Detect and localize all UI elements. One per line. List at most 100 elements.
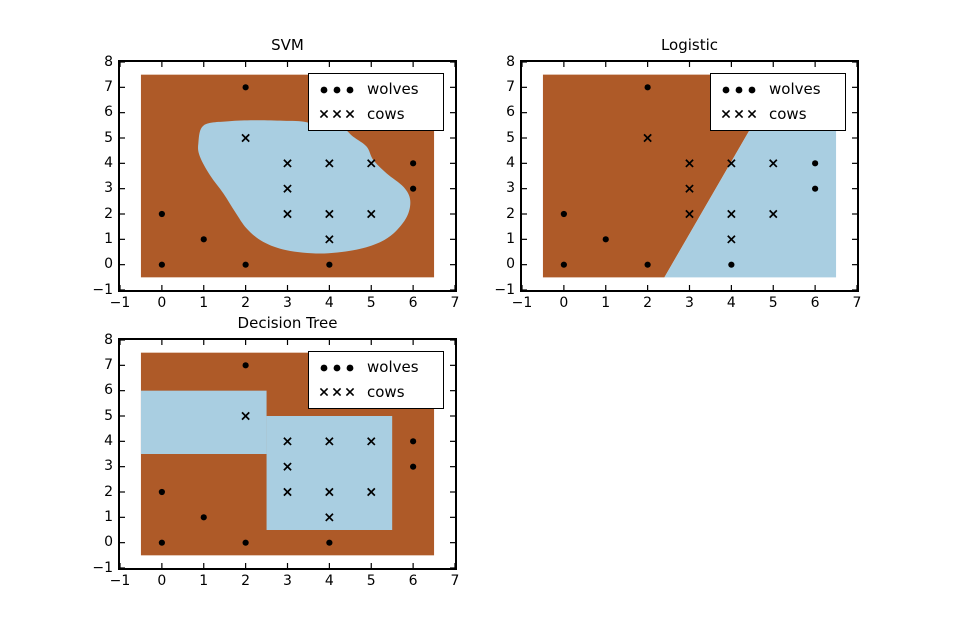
x-tick-label: 3 xyxy=(283,295,292,311)
subplot-logistic: Logistic wolves cows −1 0 1 2 3 4 5 6 7 −1 0 1 2 3 4 5 6 7… xyxy=(494,36,861,311)
cow-point xyxy=(367,437,376,446)
cow-point xyxy=(241,411,250,421)
subplot-decision-tree: Decision Tree wolves cows −1 0 1 2 3 4 5 6 7 −1 0 1 2… xyxy=(92,314,459,589)
y-tick-label: 6 xyxy=(506,104,515,121)
wolf-point xyxy=(644,261,651,268)
x-tick-label: 5 xyxy=(366,573,376,589)
x-tick-label: −1 xyxy=(511,295,533,311)
y-tick-label: 6 xyxy=(104,104,113,121)
cows-marker-icon xyxy=(319,388,355,397)
x-tick-label: 0 xyxy=(559,295,569,311)
cow-point xyxy=(727,159,736,168)
x-tick-label: 3 xyxy=(283,573,292,589)
cows-marker-icon xyxy=(319,110,355,119)
y-tick-label: −1 xyxy=(494,281,515,298)
x-tick-label: 7 xyxy=(852,295,862,311)
x-tick-label: 1 xyxy=(199,295,209,311)
wolf-point xyxy=(410,463,417,470)
y-tick-label: 3 xyxy=(506,180,515,197)
cow-point xyxy=(367,159,376,168)
legend-entry-wolves: wolves xyxy=(317,357,443,379)
cow-point xyxy=(643,133,652,143)
y-tick-label: 8 xyxy=(506,53,515,70)
cow-point xyxy=(325,209,334,219)
legend-box: wolves cows xyxy=(710,73,846,131)
legend-entry-wolves: wolves xyxy=(719,79,845,101)
x-tick-label: 5 xyxy=(366,295,376,311)
wolf-point xyxy=(728,261,735,268)
x-tick-label: −1 xyxy=(109,573,131,589)
y-tick-label: 0 xyxy=(506,256,515,273)
legend-box: wolves cows xyxy=(308,73,444,131)
wolf-point xyxy=(644,84,651,91)
y-tick-label: 5 xyxy=(506,129,515,146)
subplot-svm: SVM wolves cows −1 0 1 2 3 4 5 6 7 −1 0 1 2 3 4 5 6 7 8 xyxy=(92,36,459,311)
wolf-point xyxy=(560,261,567,268)
x-tick-label: 4 xyxy=(324,295,334,311)
wolf-point xyxy=(410,160,417,167)
wolf-point xyxy=(812,160,819,167)
cow-point xyxy=(283,184,292,193)
cow-point xyxy=(367,209,376,219)
y-tick-label: 5 xyxy=(104,129,113,146)
wolf-point xyxy=(158,210,165,218)
x-tick-label: 3 xyxy=(685,295,694,311)
wolf-point xyxy=(812,185,819,192)
y-tick-label: 7 xyxy=(506,78,515,95)
legend-entry-cows: cows xyxy=(719,103,845,125)
cow-point xyxy=(727,235,736,244)
y-tick-label: 0 xyxy=(104,534,113,551)
axes-frame: wolves cows xyxy=(118,60,457,292)
y-tick-label: 0 xyxy=(104,256,113,273)
x-tick-label: 6 xyxy=(810,295,820,311)
x-tick-label: 2 xyxy=(241,295,251,311)
cow-point xyxy=(685,209,694,219)
legend-entry-cows: cows xyxy=(317,381,443,403)
wolf-point xyxy=(326,539,333,546)
cow-point xyxy=(283,462,292,471)
wolves-marker-icon xyxy=(320,364,354,372)
y-tick-label: 2 xyxy=(506,205,515,222)
wolf-point xyxy=(326,261,333,268)
cow-point xyxy=(283,437,292,446)
cow-point xyxy=(367,487,376,497)
x-tick-label: 2 xyxy=(643,295,653,311)
decision-region-cows xyxy=(198,120,411,254)
legend-entry-wolves: wolves xyxy=(317,79,443,101)
cow-point xyxy=(283,487,292,497)
cow-point xyxy=(325,235,334,244)
y-tick-label: 2 xyxy=(104,205,113,222)
y-tick-label: 1 xyxy=(104,230,113,247)
legend-label: cows xyxy=(367,382,405,401)
legend-label: cows xyxy=(769,104,807,123)
cow-point xyxy=(325,159,334,168)
cow-point xyxy=(325,437,334,446)
wolf-point xyxy=(560,210,567,218)
cow-point xyxy=(769,159,778,168)
y-tick-label: 4 xyxy=(104,154,113,171)
x-tick-label: 0 xyxy=(157,573,167,589)
x-tick-label: 6 xyxy=(408,573,418,589)
wolf-point xyxy=(200,514,207,521)
x-tick-label: 6 xyxy=(408,295,418,311)
cow-point xyxy=(685,184,694,193)
x-tick-label: 7 xyxy=(450,295,460,311)
wolf-point xyxy=(242,261,249,268)
y-tick-label: −1 xyxy=(92,559,113,576)
chart-title-svm: SVM xyxy=(271,36,304,54)
cow-point xyxy=(241,133,250,143)
wolf-point xyxy=(158,488,165,496)
legend-label: wolves xyxy=(367,358,419,377)
x-tick-label: 1 xyxy=(199,573,209,589)
y-tick-label: −1 xyxy=(92,281,113,298)
decision-region-cows xyxy=(266,416,393,530)
y-tick-label: 8 xyxy=(104,331,113,348)
wolf-point xyxy=(242,539,249,546)
x-tick-label: 4 xyxy=(726,295,736,311)
wolf-point xyxy=(158,539,165,546)
cows-marker-icon xyxy=(721,110,757,119)
legend-label: wolves xyxy=(769,80,821,99)
x-tick-label: 2 xyxy=(241,573,251,589)
wolf-point xyxy=(410,438,417,445)
